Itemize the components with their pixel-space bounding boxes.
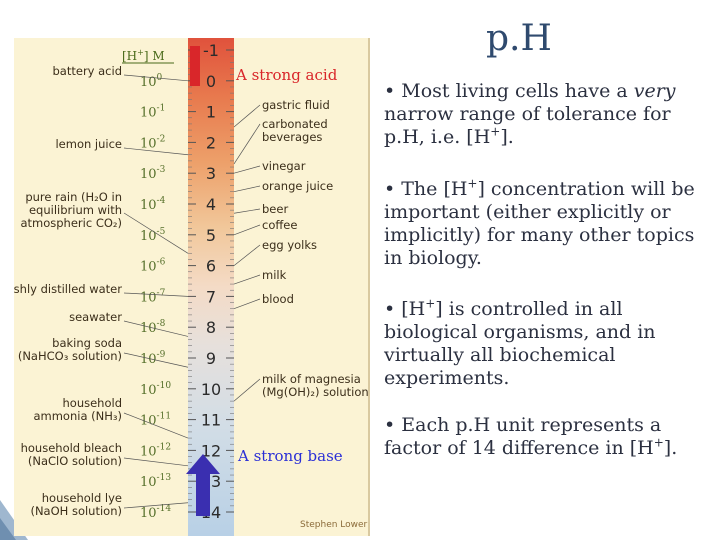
right-leader-line [233, 123, 261, 165]
left-leader-line [123, 147, 189, 156]
left-sample-label: (NaHCO₃ solution) [18, 349, 122, 363]
ph-tick-label: 10 [201, 380, 221, 399]
right-sample-label: egg yolks [262, 238, 317, 252]
strong-acid-label: A strong acid [235, 66, 338, 84]
right-sample-label: milk [262, 268, 287, 282]
left-sample-label: household [63, 396, 123, 410]
left-leader-line [123, 320, 189, 337]
right-leader-line [233, 298, 261, 310]
left-sample-label: seawater [69, 310, 122, 324]
ph-tick-label: 8 [206, 318, 216, 337]
right-leader-line [233, 274, 261, 285]
strong-acid-arrow [190, 46, 200, 86]
right-sample-label: vinegar [262, 159, 306, 173]
concentration-label: 10-7 [140, 288, 166, 305]
concentration-label: 10-2 [140, 134, 165, 151]
bullet-3: • [H+] is controlled in all biological o… [384, 296, 656, 389]
concentration-label: 10-14 [140, 504, 171, 521]
right-sample-label: carbonated [262, 117, 328, 131]
concentration-header: [H+] M [122, 48, 165, 63]
ph-tick-label: 2 [206, 133, 216, 152]
concentration-label: 10-6 [140, 258, 166, 275]
concentration-label: 10-11 [140, 412, 171, 429]
left-sample-label: atmospheric CO₂) [20, 216, 122, 230]
right-leader-line [233, 208, 261, 214]
concentration-label: 10-4 [140, 196, 166, 213]
concentration-label: 10-12 [140, 442, 171, 459]
ph-scale-bar [188, 38, 234, 536]
ph-tick-label: 11 [201, 411, 221, 430]
concentration-label: 10-3 [140, 165, 166, 182]
ph-tick-label: 9 [206, 349, 216, 368]
strong-base-label: A strong base [237, 447, 343, 465]
ph-tick-label: 0 [206, 72, 216, 91]
right-sample-label: beer [262, 202, 288, 216]
strong-base-arrow [186, 454, 220, 516]
left-leader-line [123, 502, 189, 509]
left-sample-label: pure rain (H₂O in [25, 190, 122, 204]
ph-tick-label: 4 [206, 195, 216, 214]
right-sample-label: milk of magnesia [262, 372, 361, 386]
left-sample-label: (NaClO solution) [28, 454, 122, 468]
right-leader-line [233, 378, 261, 402]
ph-tick-label: -1 [203, 41, 219, 60]
right-sample-label: gastric fluid [262, 98, 330, 112]
concentration-label: 10-8 [140, 319, 166, 336]
left-sample-label: ammonia (NH₃) [33, 409, 122, 423]
concentration-label: 10-1 [140, 104, 165, 121]
left-leader-line [123, 457, 189, 467]
left-sample-label: household lye [42, 491, 122, 505]
ph-tick-label: 7 [206, 287, 216, 306]
left-leader-line [123, 212, 189, 254]
bullet-4: • Each p.H unit represents a factor of 1… [384, 414, 678, 459]
concentration-label: 10-9 [140, 350, 166, 367]
right-sample-label: coffee [262, 218, 297, 232]
right-leader-line [233, 165, 261, 174]
concentration-label: 10-13 [140, 473, 171, 490]
right-sample-label: blood [262, 292, 294, 306]
left-leader-line [123, 412, 189, 439]
left-leader-line [123, 352, 189, 368]
left-sample-label: freshly distilled water [14, 282, 122, 296]
right-sample-label: beverages [262, 130, 322, 144]
left-sample-label: household bleach [21, 441, 122, 455]
ph-tick-label: 1 [206, 103, 216, 122]
right-leader-line [233, 185, 261, 193]
ph-tick-label: 5 [206, 226, 216, 245]
right-leader-line [233, 224, 261, 236]
right-sample-label: (Mg(OH)₂) solution [262, 385, 368, 399]
right-leader-line [233, 104, 261, 128]
ph-tick-label: 3 [206, 164, 216, 183]
concentration-label: 10-5 [140, 227, 166, 244]
concentration-label: 10-10 [140, 381, 171, 398]
left-leader-line [123, 74, 189, 82]
ph-tick-label: 12 [201, 441, 221, 460]
left-sample-label: battery acid [53, 64, 123, 78]
right-sample-label: orange juice [262, 179, 333, 193]
bullet-1: • Most living cells have a very narrow r… [384, 80, 676, 148]
slide-title: p.H [486, 18, 552, 59]
bullet-2: • The [H+] concentration will be importa… [384, 176, 695, 269]
left-leader-line [123, 292, 189, 297]
concentration-label: 100 [140, 73, 163, 90]
left-sample-label: equilibrium with [29, 203, 122, 217]
right-leader-line [233, 244, 261, 266]
left-sample-label: lemon juice [55, 137, 122, 151]
left-sample-label: (NaOH solution) [30, 504, 122, 518]
ph-tick-label: 6 [206, 257, 216, 276]
left-sample-label: baking soda [52, 336, 122, 350]
ph-scale-figure: -1 0 1 2 3 4 5 6 7 8 9 10 11 12 13 14 100 10-1 10-2 10-3 10… [14, 38, 370, 536]
credit-text: Stephen Lower [300, 520, 368, 530]
